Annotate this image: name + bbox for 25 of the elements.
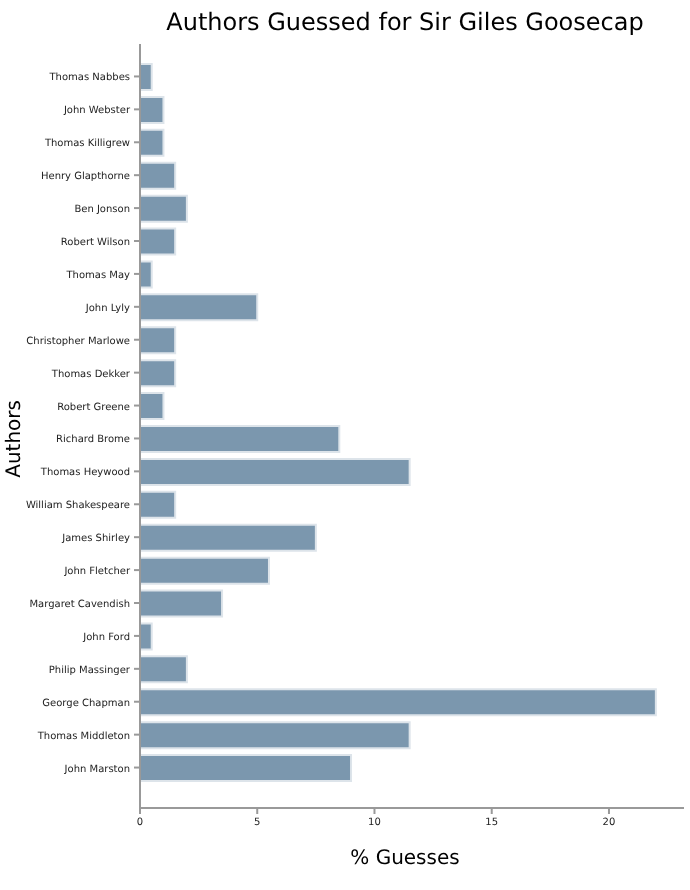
bar <box>140 95 165 124</box>
bar <box>140 655 188 684</box>
bar <box>140 589 224 618</box>
bar <box>140 227 177 256</box>
bar <box>140 688 657 717</box>
bar <box>140 260 153 289</box>
bar <box>140 556 270 585</box>
bar <box>140 622 153 651</box>
chart-title: Authors Guessed for Sir Giles Goosecap <box>164 8 646 36</box>
bar <box>140 425 341 453</box>
bar <box>140 457 411 486</box>
bar <box>140 128 165 157</box>
bar <box>140 63 153 91</box>
bar <box>140 490 177 519</box>
bar <box>140 194 188 223</box>
bar <box>140 392 165 421</box>
bar <box>140 293 259 322</box>
bar <box>140 523 317 552</box>
bar <box>140 326 177 355</box>
bar <box>140 754 353 783</box>
bar <box>140 359 177 388</box>
x-axis-title: % Guesses <box>348 848 462 870</box>
y-axis-title: Authors <box>4 400 26 478</box>
bar <box>140 721 411 750</box>
bar <box>140 161 177 190</box>
